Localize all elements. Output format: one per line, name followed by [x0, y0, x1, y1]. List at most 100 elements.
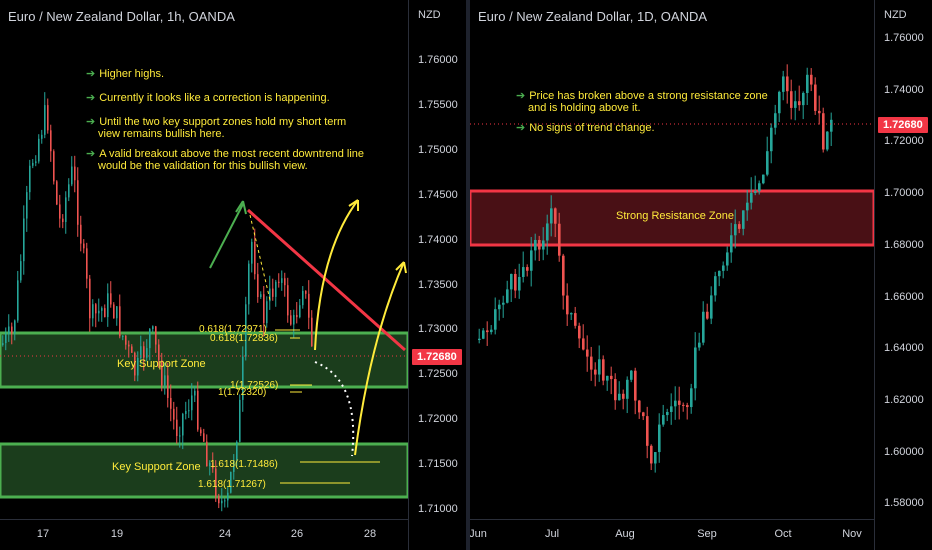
price-tick-label: 1.75500 [418, 98, 458, 111]
time-tick-label: 17 [36, 528, 50, 540]
currency-unit: NZD [884, 9, 907, 21]
candle-body [634, 370, 637, 401]
panel-divider[interactable] [466, 0, 470, 550]
arrow-right-icon: ➔ [516, 90, 526, 102]
candle-body [212, 462, 214, 469]
candle-body [726, 252, 729, 266]
fib-label: 1(1.72320) [218, 387, 267, 398]
candle-body [176, 419, 178, 436]
note-2: ➔ Currently it looks like a correction is… [86, 92, 330, 104]
price-tick-label: 1.62000 [884, 393, 924, 406]
time-axis[interactable] [470, 519, 874, 550]
candle-body [104, 308, 106, 318]
candle-body [293, 314, 295, 325]
candle-body [774, 113, 777, 128]
candle-body [182, 413, 184, 436]
candle-body [263, 294, 265, 324]
time-tick-label: 24 [218, 528, 232, 540]
candle-body [14, 320, 16, 334]
price-tick-label: 1.60000 [884, 445, 924, 458]
candle-body [62, 218, 64, 223]
price-chart-1d[interactable] [470, 0, 932, 550]
candle-body [17, 280, 19, 321]
candle-body [284, 278, 286, 286]
arrowhead [348, 199, 359, 211]
chart-panel-1h[interactable]: Euro / New Zealand Dollar, 1h, OANDA ➔ Hi… [0, 0, 466, 550]
price-tick-label: 1.74000 [418, 233, 458, 246]
candle-body [546, 223, 549, 241]
candle-body [125, 335, 127, 345]
resistance-zone-label: Strong Resistance Zone [616, 210, 735, 222]
time-tick-label: Oct [774, 528, 792, 540]
time-axis[interactable] [0, 519, 408, 550]
support-zone-label-2: Key Support Zone [112, 461, 201, 473]
candle-body [762, 174, 765, 184]
candle-body [550, 208, 553, 224]
candle-body [686, 405, 689, 408]
candle-body [670, 406, 673, 412]
candle-body [248, 263, 250, 305]
candle-body [230, 471, 232, 493]
candle-body [50, 130, 52, 152]
candle-body [722, 265, 725, 271]
green-arrowhead [235, 200, 247, 215]
candle-body [694, 347, 697, 389]
time-tick-label: Jul [544, 528, 560, 540]
price-axis[interactable] [408, 0, 466, 550]
candle-body [29, 165, 31, 193]
candle-body [167, 375, 169, 398]
candle-body [610, 375, 613, 380]
candle-body [794, 101, 797, 108]
candle-body [128, 344, 130, 347]
candle-body [281, 278, 283, 283]
candle-body [514, 273, 517, 291]
price-tick-label: 1.72500 [418, 368, 458, 381]
candle-body [558, 223, 561, 256]
candle-body [215, 468, 217, 497]
candle-body [478, 338, 481, 340]
resistance-zone [470, 189, 876, 247]
candle-body [802, 92, 805, 106]
candle-body [522, 267, 525, 277]
candle-body [630, 370, 633, 380]
candle-body [622, 393, 625, 399]
candle-body [730, 235, 733, 253]
candle-body [116, 306, 118, 319]
last-price-tag: 1.72680 [878, 117, 928, 133]
retracement-dashed-line [249, 214, 271, 301]
candle-body [77, 180, 79, 225]
candle-body [35, 161, 37, 163]
candle-body [790, 91, 793, 108]
candle-body [113, 304, 115, 319]
arrow-right-icon: ➔ [86, 148, 96, 160]
candle-body [32, 162, 34, 166]
note-3: ➔ Until the two key support zones hold my… [86, 116, 347, 140]
price-tick-label: 1.58000 [884, 497, 924, 510]
candle-body [810, 74, 813, 85]
note-1: ➔ Higher highs. [86, 68, 165, 80]
candle-body [44, 105, 46, 135]
fib-label: 1.618(1.71486) [210, 459, 278, 470]
price-chart-1h[interactable] [0, 0, 466, 550]
candle-body [798, 101, 801, 106]
candle-body [682, 404, 685, 406]
last-price-tag: 1.72680 [412, 349, 462, 365]
candle-body [830, 119, 833, 132]
candle-body [65, 197, 67, 223]
candle-body [20, 261, 22, 281]
candle-body [566, 295, 569, 315]
candle-body [188, 410, 190, 412]
price-tick-label: 1.68000 [884, 238, 924, 251]
candle-body [710, 295, 713, 319]
candle-body [59, 204, 61, 219]
candle-body [654, 452, 657, 464]
support-zone-2 [0, 442, 410, 499]
candle-body [734, 224, 737, 236]
price-tick-label: 1.73500 [418, 278, 458, 291]
candle-body [590, 356, 593, 370]
price-axis[interactable] [874, 0, 932, 550]
chart-panel-1d[interactable]: Euro / New Zealand Dollar, 1D, OANDA ➔ Pr… [470, 0, 932, 550]
candle-body [26, 192, 28, 219]
candle-body [578, 325, 581, 339]
bullish-projection-arrow-2 [354, 261, 405, 456]
